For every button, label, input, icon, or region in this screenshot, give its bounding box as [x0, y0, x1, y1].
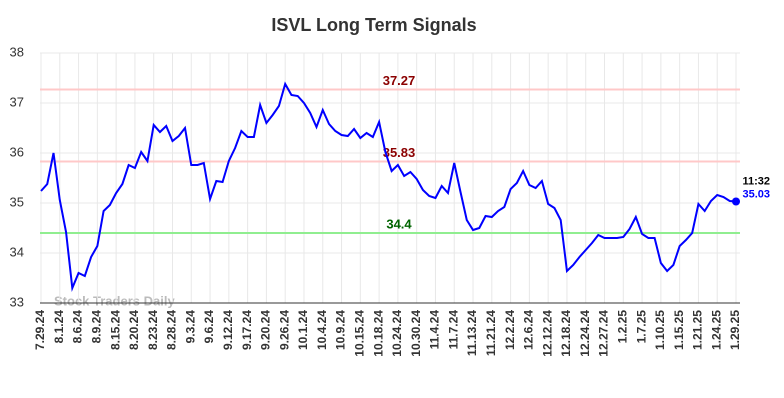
last-value: 35.03 — [742, 188, 770, 200]
x-tick-label: 8.28.24 — [165, 310, 179, 350]
x-tick-label: 8.23.24 — [146, 310, 160, 350]
x-tick-label: 8.15.24 — [108, 310, 122, 350]
y-tick-label: 35 — [10, 194, 24, 209]
x-tick-label: 11.21.24 — [484, 310, 498, 356]
x-tick-label: 7.29.24 — [33, 310, 47, 350]
x-tick-label: 12.2.24 — [503, 310, 517, 350]
x-tick-label: 1.10.25 — [653, 310, 667, 350]
x-tick-label: 11.7.24 — [446, 310, 460, 350]
x-tick-label: 1.7.25 — [634, 310, 648, 344]
reference-label: 37.27 — [383, 73, 416, 88]
x-tick-label: 9.17.24 — [240, 310, 254, 350]
x-tick-label: 9.3.24 — [183, 310, 197, 344]
last-point — [732, 197, 740, 206]
x-tick-label: 8.1.24 — [52, 310, 66, 344]
chart-title: ISVL Long Term Signals — [271, 15, 476, 35]
x-tick-label: 11.4.24 — [428, 310, 442, 350]
price-line — [40, 81, 737, 292]
x-tick-label: 12.12.24 — [540, 310, 554, 357]
x-tick-label: 10.9.24 — [334, 310, 348, 350]
reference-label: 34.4 — [386, 216, 412, 231]
y-tick-label: 37 — [10, 94, 24, 109]
x-tick-label: 9.26.24 — [277, 310, 291, 350]
y-tick-label: 38 — [10, 44, 24, 59]
x-tick-label: 10.30.24 — [409, 310, 423, 357]
x-tick-label: 1.29.25 — [728, 310, 742, 350]
x-tick-label: 12.27.24 — [597, 310, 611, 357]
last-time: 11:32 — [742, 175, 770, 187]
watermark: Stock Traders Daily — [54, 293, 175, 308]
x-tick-label: 12.24.24 — [578, 310, 592, 357]
x-tick-label: 1.2.25 — [615, 310, 629, 344]
x-tick-label: 9.6.24 — [202, 310, 216, 344]
x-tick-label: 8.6.24 — [71, 310, 85, 344]
x-tick-label: 10.4.24 — [315, 310, 329, 350]
x-tick-label: 1.15.25 — [672, 310, 686, 350]
x-tick-label: 10.18.24 — [371, 310, 385, 357]
x-tick-label: 11.13.24 — [465, 310, 479, 356]
x-tick-label: 8.9.24 — [90, 310, 104, 344]
y-tick-label: 36 — [10, 144, 24, 159]
x-tick-label: 10.1.24 — [296, 310, 310, 350]
x-tick-label: 9.20.24 — [259, 310, 273, 350]
x-tick-label: 1.21.25 — [691, 310, 705, 350]
y-tick-label: 33 — [10, 294, 24, 309]
y-tick-label: 34 — [10, 244, 24, 259]
x-tick-label: 1.24.25 — [709, 310, 723, 350]
x-tick-label: 9.12.24 — [221, 310, 235, 350]
x-tick-label: 10.24.24 — [390, 310, 404, 357]
x-tick-label: 12.18.24 — [559, 310, 573, 357]
x-tick-label: 10.15.24 — [352, 310, 366, 357]
x-tick-label: 8.20.24 — [127, 310, 141, 350]
reference-label: 35.83 — [383, 145, 416, 160]
x-tick-label: 12.6.24 — [522, 310, 536, 350]
